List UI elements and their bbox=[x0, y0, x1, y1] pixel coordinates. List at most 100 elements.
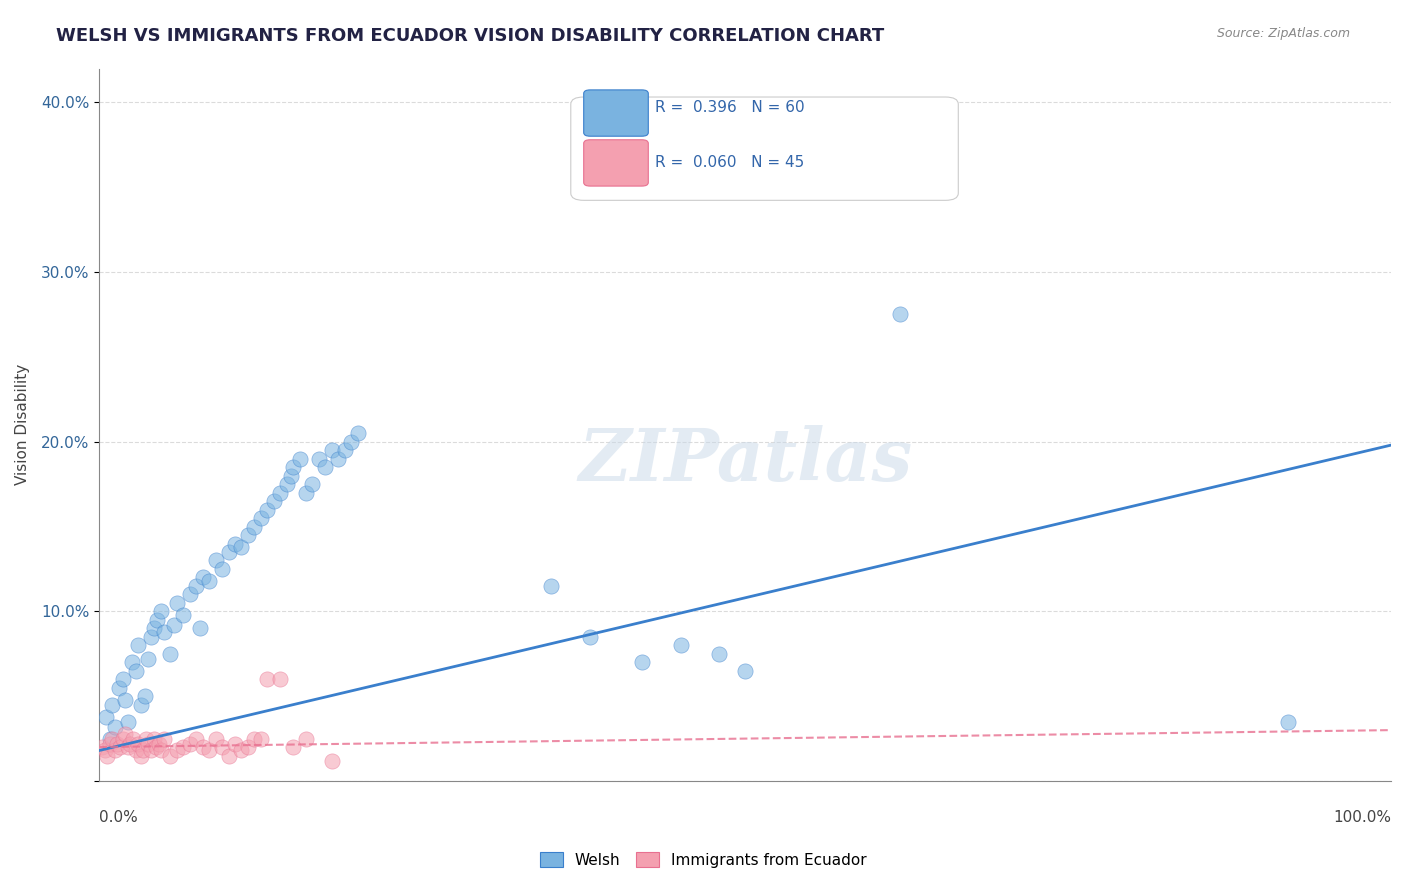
Point bbox=[218, 545, 240, 559]
Point bbox=[295, 731, 318, 746]
Point bbox=[308, 451, 330, 466]
Text: R =  0.060   N = 45: R = 0.060 N = 45 bbox=[655, 155, 804, 170]
Point bbox=[179, 587, 201, 601]
Point bbox=[314, 460, 336, 475]
Point bbox=[139, 743, 162, 757]
Text: WELSH VS IMMIGRANTS FROM ECUADOR VISION DISABILITY CORRELATION CHART: WELSH VS IMMIGRANTS FROM ECUADOR VISION … bbox=[56, 27, 884, 45]
Point bbox=[269, 672, 291, 686]
Point bbox=[93, 743, 115, 757]
Point bbox=[211, 740, 233, 755]
Point bbox=[734, 664, 756, 678]
Text: 100.0%: 100.0% bbox=[1333, 810, 1391, 824]
Point bbox=[224, 536, 246, 550]
Point bbox=[132, 743, 155, 757]
Text: 0.0%: 0.0% bbox=[100, 810, 138, 824]
Text: R =  0.396   N = 60: R = 0.396 N = 60 bbox=[655, 100, 804, 115]
Point bbox=[224, 737, 246, 751]
Point bbox=[121, 655, 143, 669]
Point bbox=[179, 737, 201, 751]
Point bbox=[148, 737, 170, 751]
Point bbox=[295, 485, 318, 500]
Point bbox=[218, 748, 240, 763]
Point bbox=[90, 740, 112, 755]
Point bbox=[98, 737, 121, 751]
Point bbox=[280, 468, 302, 483]
Point bbox=[142, 731, 165, 746]
Point bbox=[120, 737, 142, 751]
Point bbox=[145, 740, 167, 755]
Point bbox=[198, 743, 221, 757]
Point bbox=[166, 596, 188, 610]
Point bbox=[127, 737, 149, 751]
Point bbox=[94, 709, 117, 723]
Point bbox=[153, 731, 176, 746]
Point bbox=[96, 748, 118, 763]
Point bbox=[104, 743, 127, 757]
Point bbox=[249, 511, 271, 525]
Text: Source: ZipAtlas.com: Source: ZipAtlas.com bbox=[1216, 27, 1350, 40]
Point bbox=[321, 443, 343, 458]
Point bbox=[328, 451, 350, 466]
Point bbox=[198, 574, 221, 588]
Point bbox=[122, 731, 145, 746]
Point bbox=[127, 638, 149, 652]
Point bbox=[104, 720, 127, 734]
Point bbox=[134, 689, 156, 703]
Point bbox=[101, 698, 124, 712]
Point bbox=[269, 485, 291, 500]
Point bbox=[346, 426, 368, 441]
Point bbox=[172, 740, 194, 755]
Point bbox=[159, 748, 181, 763]
Point bbox=[669, 638, 692, 652]
Point bbox=[163, 618, 186, 632]
Point bbox=[540, 579, 562, 593]
Point bbox=[114, 692, 136, 706]
Point bbox=[138, 652, 160, 666]
Point bbox=[159, 647, 181, 661]
Point bbox=[231, 540, 253, 554]
Point bbox=[211, 562, 233, 576]
Point bbox=[579, 630, 602, 644]
Point bbox=[111, 672, 134, 686]
Point bbox=[117, 714, 139, 729]
Point bbox=[256, 502, 278, 516]
Point bbox=[191, 740, 214, 755]
Point bbox=[150, 743, 173, 757]
Point bbox=[172, 607, 194, 622]
Point bbox=[1277, 714, 1299, 729]
Point bbox=[186, 579, 208, 593]
Point bbox=[236, 528, 259, 542]
Point bbox=[340, 434, 363, 449]
Point bbox=[889, 308, 911, 322]
FancyBboxPatch shape bbox=[571, 97, 959, 201]
Point bbox=[101, 731, 124, 746]
Point bbox=[301, 477, 323, 491]
Point bbox=[281, 460, 304, 475]
FancyBboxPatch shape bbox=[583, 140, 648, 186]
Point bbox=[153, 624, 176, 639]
Point bbox=[135, 731, 157, 746]
Point bbox=[256, 672, 278, 686]
Point bbox=[630, 655, 652, 669]
Point bbox=[129, 698, 152, 712]
Point bbox=[281, 740, 304, 755]
Point bbox=[243, 731, 266, 746]
FancyBboxPatch shape bbox=[583, 90, 648, 136]
Point bbox=[186, 731, 208, 746]
Point bbox=[263, 494, 285, 508]
Point bbox=[333, 443, 356, 458]
Point bbox=[150, 604, 173, 618]
Point bbox=[139, 630, 162, 644]
Point bbox=[288, 451, 311, 466]
Point bbox=[243, 519, 266, 533]
Y-axis label: Vision Disability: Vision Disability bbox=[15, 364, 30, 485]
Text: ZIPatlas: ZIPatlas bbox=[578, 425, 912, 496]
Point bbox=[166, 743, 188, 757]
Point bbox=[124, 743, 146, 757]
Point bbox=[191, 570, 214, 584]
Point bbox=[138, 737, 160, 751]
Legend: Welsh, Immigrants from Ecuador: Welsh, Immigrants from Ecuador bbox=[531, 844, 875, 875]
Point bbox=[108, 740, 131, 755]
Point bbox=[114, 726, 136, 740]
Point bbox=[204, 731, 226, 746]
